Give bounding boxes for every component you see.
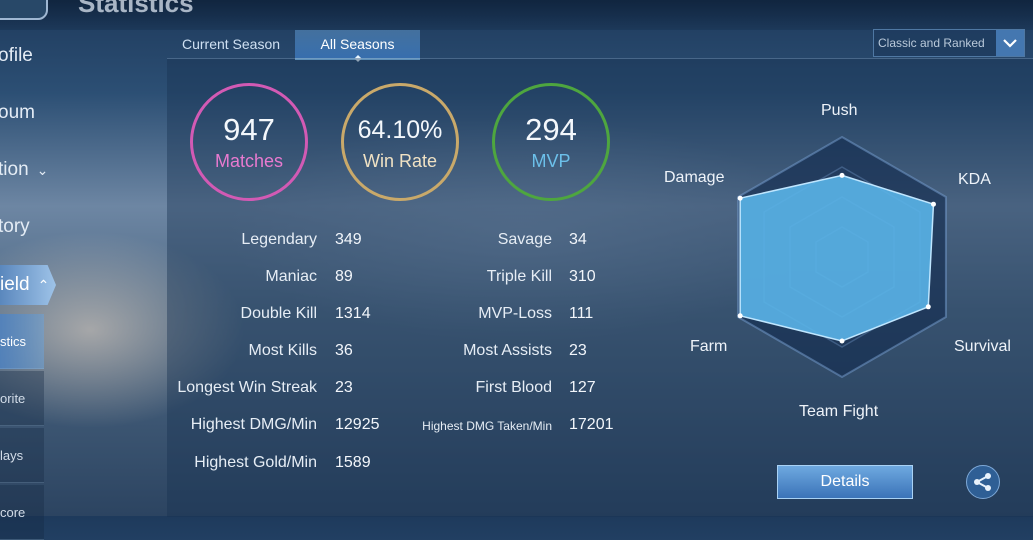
matches-circle: 947 Matches bbox=[190, 83, 308, 201]
sidebar-item-label: ofile bbox=[0, 45, 33, 66]
mvp-label: MVP bbox=[531, 150, 571, 171]
stat-label: Highest Gold/Min bbox=[194, 454, 317, 471]
stat-value: 1589 bbox=[335, 454, 371, 471]
stat-label: Double Kill bbox=[240, 305, 317, 322]
mode-filter-dropdown[interactable]: Classic and Ranked bbox=[873, 29, 1025, 57]
chevron-up-icon: ⌃ bbox=[37, 276, 50, 293]
sidebar-item-profile[interactable]: ofile bbox=[0, 45, 33, 67]
sidebar-item-history[interactable]: tory bbox=[0, 216, 30, 238]
tab-label: Current Season bbox=[181, 36, 281, 52]
details-button-label: Details bbox=[820, 473, 870, 490]
sidebar-subitem-statistics[interactable]: stics bbox=[0, 314, 44, 369]
stat-label: Most Kills bbox=[248, 342, 317, 359]
stat-value: 127 bbox=[569, 379, 596, 396]
radar-data-area bbox=[739, 174, 935, 342]
radar-axis-label: Damage bbox=[664, 169, 725, 186]
radar-axis-label: Team Fight bbox=[799, 403, 879, 420]
radar-data-point bbox=[839, 338, 845, 344]
sidebar-item-collection[interactable]: tion ⌄ bbox=[0, 159, 48, 181]
stat-label: Triple Kill bbox=[486, 268, 552, 285]
stat-value: 310 bbox=[569, 268, 596, 285]
stat-label: First Blood bbox=[475, 379, 552, 396]
radar-axis-label: Push bbox=[821, 102, 858, 119]
stat-value: 23 bbox=[569, 342, 587, 359]
stat-label: Highest DMG Taken/Min bbox=[422, 419, 552, 433]
radar-data-point bbox=[839, 172, 845, 178]
sidebar-item-label: oum bbox=[0, 102, 35, 123]
stat-value: 1314 bbox=[335, 305, 371, 322]
radar-axis-label: Farm bbox=[690, 338, 728, 355]
sidebar-item-battlefield[interactable]: ield ⌃ bbox=[0, 265, 56, 305]
radar-data-point bbox=[930, 201, 936, 207]
stat-label: Maniac bbox=[265, 268, 317, 285]
details-button[interactable]: Details bbox=[777, 465, 913, 499]
matches-label: Matches bbox=[214, 150, 284, 171]
stat-value: 34 bbox=[569, 231, 587, 248]
share-button[interactable] bbox=[966, 465, 1000, 499]
sidebar-item-label: tion bbox=[0, 159, 29, 180]
radar-data-point bbox=[737, 195, 743, 201]
stat-value: 17201 bbox=[569, 416, 614, 433]
radar-axis-label: Survival bbox=[954, 338, 1011, 355]
stat-value: 23 bbox=[335, 379, 353, 396]
radar-data-point bbox=[925, 304, 931, 310]
sidebar-item-label: ield bbox=[0, 274, 30, 295]
share-icon bbox=[974, 473, 991, 491]
radar-axis-label: KDA bbox=[958, 171, 991, 188]
stat-label: Savage bbox=[497, 231, 552, 248]
stat-value: 89 bbox=[335, 268, 353, 285]
tab-label: All Seasons bbox=[320, 36, 395, 52]
sidebar-subitem-label: stics bbox=[0, 333, 26, 349]
mvp-circle: 294 MVP bbox=[492, 83, 610, 201]
tab-all-seasons[interactable]: All Seasons bbox=[295, 30, 420, 63]
tab-current-season[interactable]: Current Season bbox=[167, 30, 295, 58]
sidebar-subitem-label: orite bbox=[0, 390, 26, 406]
sidebar-subitem-favorite[interactable]: orite bbox=[0, 371, 44, 426]
sidebar-item-album[interactable]: oum bbox=[0, 102, 35, 124]
stat-value: 12925 bbox=[335, 416, 380, 433]
win-rate-value: 64.10% bbox=[357, 115, 443, 144]
stat-label: Most Assists bbox=[463, 342, 552, 359]
page-title: Statistics bbox=[78, 0, 194, 18]
stat-value: 36 bbox=[335, 342, 353, 359]
sidebar-subitem-label: lays bbox=[0, 447, 24, 463]
win-rate-circle: 64.10% Win Rate bbox=[341, 83, 459, 201]
radar-chart bbox=[737, 135, 947, 379]
stat-label: Highest DMG/Min bbox=[190, 416, 317, 433]
top-bar: Statistics bbox=[0, 0, 1033, 30]
stat-label: MVP-Loss bbox=[478, 305, 552, 322]
radar-data-point bbox=[737, 313, 743, 319]
mvp-value: 294 bbox=[525, 111, 577, 147]
matches-value: 947 bbox=[223, 111, 275, 147]
chevron-down-icon: ⌄ bbox=[36, 162, 49, 178]
stat-value: 111 bbox=[569, 305, 594, 322]
back-button[interactable] bbox=[0, 0, 48, 20]
stat-value: 349 bbox=[335, 231, 362, 248]
dropdown-selected-label: Classic and Ranked bbox=[878, 36, 985, 50]
stat-label: Legendary bbox=[241, 231, 317, 248]
sidebar-subitem-replays[interactable]: lays bbox=[0, 428, 44, 483]
stat-label: Longest Win Streak bbox=[177, 379, 317, 396]
chevron-down-icon[interactable] bbox=[996, 30, 1024, 56]
sidebar-item-label: tory bbox=[0, 216, 30, 237]
win-rate-label: Win Rate bbox=[362, 150, 438, 171]
